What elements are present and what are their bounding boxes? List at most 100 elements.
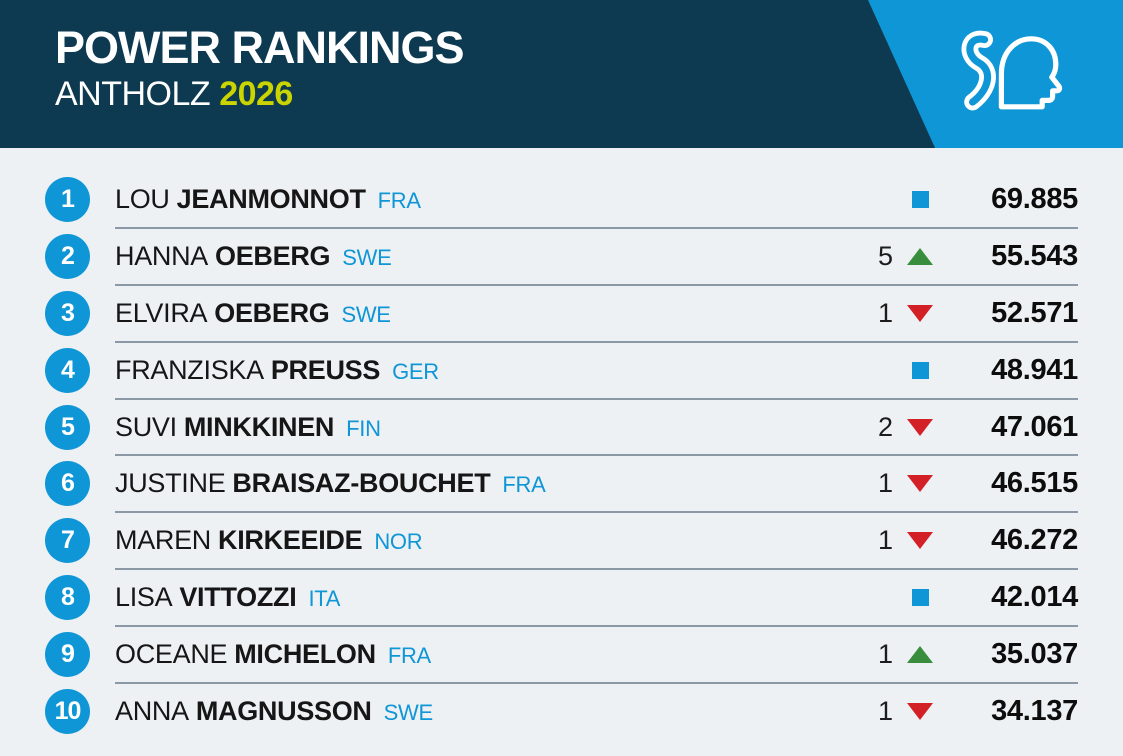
rank-down-icon — [907, 532, 933, 550]
header-text: POWER RANKINGS ANTHOLZ 2026 — [55, 22, 465, 113]
indicator-slot — [907, 190, 933, 208]
rank-badge: 1 — [45, 176, 90, 222]
rank-badge: 10 — [45, 688, 90, 734]
rankings-list: 1 LOU JEANMONNOT FRA 69.885 2 HANNA OEBERG S… — [0, 148, 1123, 740]
athlete-name: JUSTINE BRAISAZ-BOUCHET FRA — [115, 468, 863, 499]
rank-badge: 3 — [45, 290, 90, 336]
ranking-row: 10 ANNA MAGNUSSON SWE 1 34.137 — [45, 683, 1078, 740]
rank-change: 2 — [863, 412, 933, 443]
rank-badge: 8 — [45, 575, 90, 621]
athlete-first-name: HANNA — [115, 240, 209, 271]
athlete-first-name: FRANZISKA — [115, 354, 264, 385]
rank-badge: 6 — [45, 461, 90, 507]
athlete-name: LOU JEANMONNOT FRA — [115, 184, 863, 215]
rank-number: 1 — [61, 184, 75, 213]
rank-change: 1 — [863, 468, 933, 499]
header: POWER RANKINGS ANTHOLZ 2026 — [0, 0, 1123, 148]
athlete-first-name: ELVIRA — [115, 297, 208, 328]
athlete-last-name: MINKKINEN — [183, 411, 335, 442]
country-code: FRA — [502, 472, 546, 498]
score-value: 52.571 — [991, 296, 1078, 329]
athlete-first-name: OCEANE — [115, 639, 228, 670]
athlete-first-name: MAREN — [115, 525, 212, 556]
score-value: 48.941 — [991, 353, 1078, 386]
athlete-name: HANNA OEBERG SWE — [115, 241, 863, 272]
athlete-last-name: JEANMONNOT — [176, 183, 366, 214]
athlete-last-name: PREUSS — [270, 354, 381, 385]
rank-change: 1 — [863, 696, 933, 727]
score-value: 46.272 — [991, 524, 1078, 557]
indicator-slot — [907, 247, 933, 265]
rank-number: 7 — [61, 526, 75, 555]
rank-down-icon — [907, 418, 933, 436]
rank-change: 1 — [863, 525, 933, 556]
athlete-last-name: MICHELON — [234, 639, 376, 670]
athlete-last-name: VITTOZZI — [179, 582, 297, 613]
indicator-slot — [907, 361, 933, 379]
athlete-first-name: ANNA — [115, 695, 189, 726]
indicator-slot — [907, 418, 933, 436]
indicator-slot — [907, 304, 933, 322]
rank-badge: 7 — [45, 518, 90, 564]
row-divider — [115, 340, 1078, 343]
athlete-first-name: LOU — [115, 183, 170, 214]
indicator-slot — [907, 532, 933, 550]
score-value: 35.037 — [991, 638, 1078, 671]
no-change-icon — [911, 589, 929, 607]
row-divider — [115, 511, 1078, 514]
ranking-row: 2 HANNA OEBERG SWE 5 55.543 — [45, 228, 1078, 286]
country-code: SWE — [341, 301, 391, 327]
rank-change — [863, 190, 933, 208]
score-value: 34.137 — [991, 694, 1078, 727]
subtitle-year: 2026 — [219, 75, 293, 113]
ranking-row: 5 SUVI MINKKINEN FIN 2 47.061 — [45, 399, 1078, 457]
athlete-last-name: OEBERG — [215, 240, 331, 271]
country-code: SWE — [383, 699, 434, 725]
country-code: GER — [392, 358, 439, 384]
country-code: FIN — [346, 415, 381, 441]
ranking-row: 3 ELVIRA OEBERG SWE 1 52.571 — [45, 285, 1078, 343]
row-divider — [115, 682, 1078, 685]
row-divider — [115, 283, 1078, 286]
rank-badge: 4 — [45, 347, 90, 393]
ponytail-head-logo — [961, 30, 1063, 111]
rank-number: 10 — [54, 696, 82, 725]
row-divider — [115, 625, 1078, 628]
athlete-last-name: OEBERG — [214, 297, 330, 328]
rank-badge: 5 — [45, 404, 90, 450]
rank-change: 1 — [863, 639, 933, 670]
no-change-icon — [911, 190, 929, 208]
rank-number: 9 — [61, 640, 75, 669]
rank-down-icon — [907, 475, 933, 493]
score-value: 46.515 — [991, 467, 1078, 500]
athlete-name: MAREN KIRKEEIDE NOR — [115, 525, 863, 556]
rank-change-places: 2 — [877, 411, 893, 442]
row-divider — [115, 226, 1078, 229]
rank-change-places: 1 — [877, 468, 893, 499]
athlete-last-name: MAGNUSSON — [195, 695, 372, 726]
header-accent-panel — [868, 0, 1123, 148]
rank-change-places: 1 — [877, 525, 893, 556]
rank-number: 6 — [61, 469, 75, 498]
ponytail-icon — [961, 30, 996, 111]
rank-number: 3 — [61, 298, 75, 327]
subtitle-location: ANTHOLZ — [55, 75, 211, 113]
athlete-name: OCEANE MICHELON FRA — [115, 639, 863, 670]
indicator-slot — [907, 589, 933, 607]
athlete-name: ELVIRA OEBERG SWE — [115, 298, 863, 329]
rank-number: 4 — [61, 355, 75, 384]
athlete-name: ANNA MAGNUSSON SWE — [115, 696, 863, 727]
ranking-row: 8 LISA VITTOZZI ITA 42.014 — [45, 569, 1078, 628]
head-profile-icon — [998, 36, 1063, 110]
rank-change-places: 1 — [877, 695, 893, 726]
athlete-first-name: LISA — [115, 582, 173, 613]
rank-up-icon — [907, 247, 933, 265]
indicator-slot — [907, 475, 933, 493]
country-code: FRA — [377, 187, 421, 213]
page-title: POWER RANKINGS — [55, 22, 465, 73]
rank-badge: 2 — [45, 233, 90, 279]
country-code: FRA — [387, 643, 431, 669]
row-divider — [115, 568, 1078, 571]
rank-number: 2 — [61, 241, 75, 270]
no-change-icon — [911, 361, 929, 379]
